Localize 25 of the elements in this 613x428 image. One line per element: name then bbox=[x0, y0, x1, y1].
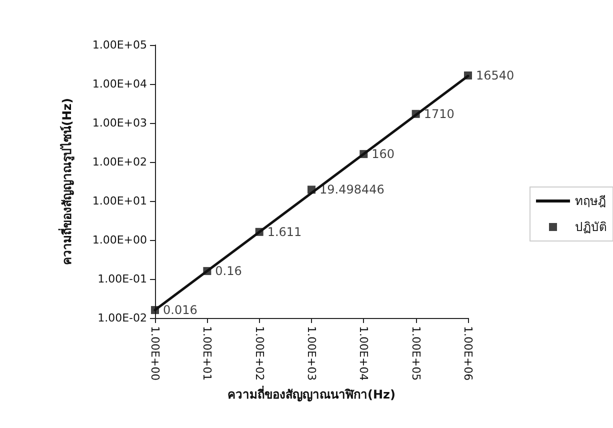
x-tick-label: 1.00E+06 bbox=[462, 326, 474, 381]
data-label: 160 bbox=[372, 147, 395, 162]
x-tick-label: 1.00E+05 bbox=[409, 326, 422, 381]
y-tick-label: 1.00E+05 bbox=[92, 38, 147, 52]
x-tick-label: 1.00E+01 bbox=[200, 326, 214, 381]
y-tick-label: 1.00E-02 bbox=[98, 312, 147, 324]
data-label: 0.016 bbox=[163, 303, 198, 318]
x-tick-label: 1.00E+04 bbox=[357, 326, 370, 381]
y-tick-label: 1.00E+03 bbox=[92, 116, 147, 130]
data-label: 16540 bbox=[476, 68, 514, 82]
y-tick-label: 1.00E+01 bbox=[92, 194, 147, 208]
y-tick-label: 1.00E+04 bbox=[92, 78, 147, 90]
legend-label: ทฤษฎี bbox=[575, 194, 606, 208]
legend-label: ปฏิบัติ bbox=[575, 220, 607, 234]
y-axis-title: ความถี่ของสัญญาณรูปไซน์(Hz) bbox=[58, 98, 75, 265]
y-tick-label: 1.00E+00 bbox=[92, 234, 147, 246]
y-tick-label: 1.00E+02 bbox=[92, 156, 147, 168]
x-tick-label: 1.00E+03 bbox=[305, 326, 318, 381]
x-tick-label: 1.00E+02 bbox=[252, 326, 266, 381]
data-label: 1.611 bbox=[267, 224, 302, 239]
data-label: 19.498446 bbox=[320, 182, 384, 197]
y-tick-label: 1.00E-01 bbox=[98, 272, 147, 286]
data-label: 0.16 bbox=[215, 264, 242, 278]
x-axis-title: ความถี่ของสัญญาณนาฬิกา(Hz) bbox=[228, 386, 396, 402]
data-label: 1710 bbox=[424, 106, 454, 121]
